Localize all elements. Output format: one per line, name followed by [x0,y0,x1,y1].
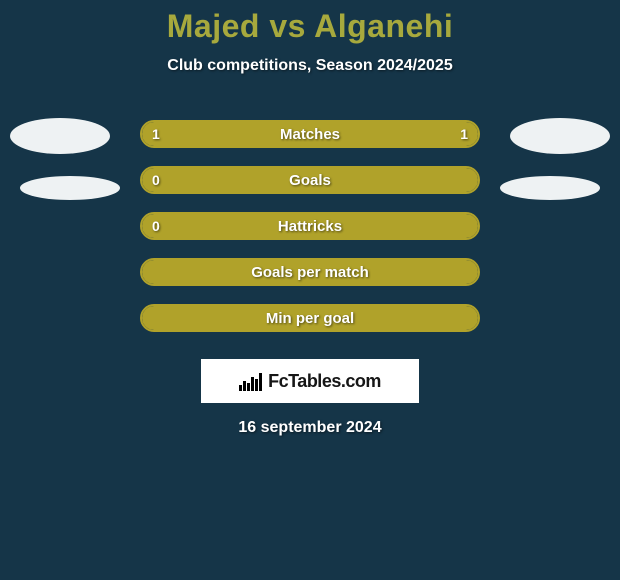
stat-bar: 1 Matches 1 [140,120,480,148]
stat-row: 0 Goals [0,157,620,203]
player1-name: Majed [167,8,260,44]
logo-text: FcTables.com [268,371,381,392]
stat-bar: 0 Goals [140,166,480,194]
chart-icon [239,371,262,391]
page-title: Majed vs Alganehi [0,8,620,45]
stat-label: Min per goal [266,310,354,327]
stat-rows: 1 Matches 1 0 Goals 0 Hattricks Goals per match… [0,111,620,341]
logo-box: FcTables.com [201,359,419,403]
stat-row: Goals per match [0,249,620,295]
date-stamp: 16 september 2024 [0,419,620,437]
stat-label: Matches [280,126,340,143]
stat-value-left: 0 [152,172,160,188]
stat-row: 0 Hattricks [0,203,620,249]
stat-bar: Min per goal [140,304,480,332]
comparison-card: Majed vs Alganehi Club competitions, Sea… [0,0,620,580]
player2-name: Alganehi [314,8,453,44]
stat-row: Min per goal [0,295,620,341]
stat-label: Goals [289,172,331,189]
stat-value-right: 1 [460,126,468,142]
stat-label: Hattricks [278,218,342,235]
stat-bar: Goals per match [140,258,480,286]
stat-row: 1 Matches 1 [0,111,620,157]
stat-value-left: 0 [152,218,160,234]
title-vs: vs [269,8,306,44]
subtitle: Club competitions, Season 2024/2025 [0,57,620,75]
stat-label: Goals per match [251,264,369,281]
stat-bar: 0 Hattricks [140,212,480,240]
stat-value-left: 1 [152,126,160,142]
